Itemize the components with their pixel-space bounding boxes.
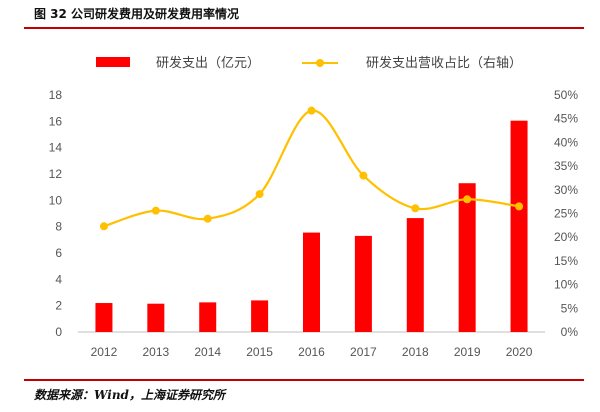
y-right-tick-label: 50% (554, 88, 578, 102)
figure-title: 图 32 公司研发费用及研发费用率情况 (34, 7, 240, 21)
ratio-point (255, 190, 264, 199)
legend-bar-label: 研发支出（亿元） (156, 55, 260, 71)
y-right-tick-label: 10% (554, 278, 578, 292)
y-right-tick-label: 20% (554, 230, 578, 244)
x-tick-label: 2020 (506, 345, 533, 359)
x-tick-label: 2014 (194, 345, 221, 359)
x-tick-label: 2017 (350, 345, 377, 359)
source-note: 数据来源：Wind，上海证券研究所 (34, 388, 225, 402)
top-rule (24, 27, 584, 29)
bar (303, 232, 320, 332)
y-left-tick-label: 4 (55, 272, 62, 286)
y-left-tick-label: 6 (55, 246, 62, 260)
ratio-point (151, 206, 160, 215)
y-left-tick-label: 18 (49, 88, 63, 102)
ratio-point (463, 195, 472, 204)
x-tick-label: 2013 (142, 345, 169, 359)
bars (95, 120, 528, 332)
bottom-rule (24, 379, 584, 381)
y-left-tick-label: 2 (55, 299, 62, 313)
bar (510, 120, 528, 332)
y-right-tick-label: 30% (554, 183, 578, 197)
y-left-tick-label: 0 (55, 325, 62, 339)
bar (147, 303, 165, 332)
bar (458, 183, 476, 332)
bar (406, 218, 424, 332)
bar (251, 300, 269, 332)
ratio-point (359, 171, 368, 180)
ratio-point (203, 214, 212, 223)
y-left-tick-label: 14 (49, 141, 63, 155)
x-tick-label: 2018 (402, 345, 429, 359)
y-right-tick-label: 25% (554, 207, 578, 221)
y-left-tick-label: 8 (55, 220, 62, 234)
y-left-tick-label: 10 (49, 193, 63, 207)
y-right-tick-label: 5% (561, 301, 579, 315)
legend-bar-swatch (96, 57, 130, 67)
y-right-tick-label: 0% (561, 325, 579, 339)
ratio-point (515, 202, 524, 211)
x-tick-label: 2015 (246, 345, 273, 359)
y-left-tick-label: 16 (49, 114, 63, 128)
ratio-line (99, 106, 524, 231)
legend-line-label: 研发支出营收占比（右轴） (366, 55, 522, 71)
y-right-tick-label: 40% (554, 135, 578, 149)
y-right-tick-label: 35% (554, 159, 578, 173)
legend: 研发支出（亿元） 研发支出营收占比（右轴） (96, 55, 522, 71)
y-right-tick-label: 15% (554, 254, 578, 268)
ratio-point (99, 222, 108, 231)
y-right-tick-label: 45% (554, 112, 578, 126)
bar (95, 303, 113, 332)
x-tick-label: 2016 (298, 345, 325, 359)
x-tick-label: 2012 (91, 345, 118, 359)
ratio-line-path (103, 109, 520, 228)
legend-line-marker (316, 59, 324, 67)
axes: 0 2 4 6 8 10 12 14 16 18 0% 5% 10% 15% 20% 25% 30% 35% 40%… (49, 88, 579, 359)
x-tick-label: 2019 (454, 345, 481, 359)
bar (354, 235, 372, 332)
y-left-tick-label: 12 (49, 167, 63, 181)
ratio-point (307, 106, 316, 115)
ratio-point (411, 204, 420, 213)
bar (199, 302, 217, 332)
